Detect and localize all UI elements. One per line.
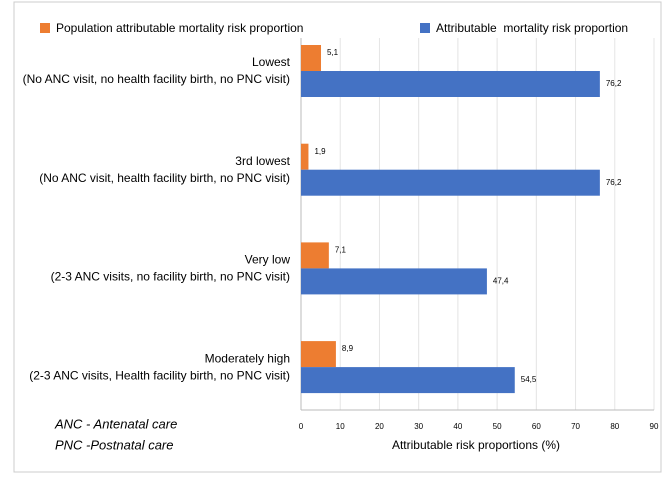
x-tick-label: 90 [650,422,659,431]
x-tick-label: 20 [375,422,384,431]
x-tick-label: 30 [414,422,423,431]
bar [301,45,322,71]
annotation: ANC - Antenatal care [54,416,177,431]
bar [301,242,329,269]
y-tick-label: (No ANC visit, health facility birth, no… [39,171,290,185]
bar [301,143,309,170]
legend-label: Population attributable mortality risk p… [56,21,303,35]
y-tick-label: Lowest [252,55,291,69]
legend-swatch [40,23,50,33]
data-label: 76,2 [606,79,622,88]
data-label: 76,2 [606,178,622,187]
data-label: 8,9 [342,344,354,353]
x-tick-label: 10 [336,422,345,431]
y-tick-label: (No ANC visit, no health facility birth,… [23,72,290,86]
data-label: 7,1 [335,246,347,255]
frame [13,1,662,473]
x-tick-label: 60 [532,422,541,431]
x-tick-label: 70 [571,422,580,431]
annotation: PNC -Postnatal care [55,437,174,452]
legend-label: Attributable mortality risk proportion [436,21,628,35]
legend-swatch [420,23,430,33]
data-label: 1,9 [314,147,326,156]
data-label: 54,5 [521,375,537,384]
x-tick-label: 40 [453,422,462,431]
bar [301,341,336,368]
data-label: 47,4 [493,277,509,286]
x-tick-label: 50 [493,422,502,431]
y-tick-label: (2-3 ANC visits, Health facility birth, … [29,368,290,382]
bar [301,169,600,196]
x-tick-label: 80 [610,422,619,431]
x-axis-label: Attributable risk proportions (%) [392,438,560,452]
y-tick-label: Moderately high [205,351,290,365]
y-tick-label: Very low [245,253,291,267]
y-tick-label: 3rd lowest [235,154,290,168]
y-tick-label: (2-3 ANC visits, no facility birth, no P… [51,270,290,284]
bar [301,367,515,394]
data-label: 5,1 [327,48,339,57]
bar [301,268,487,295]
x-tick-label: 0 [299,422,304,431]
bar [301,71,600,97]
